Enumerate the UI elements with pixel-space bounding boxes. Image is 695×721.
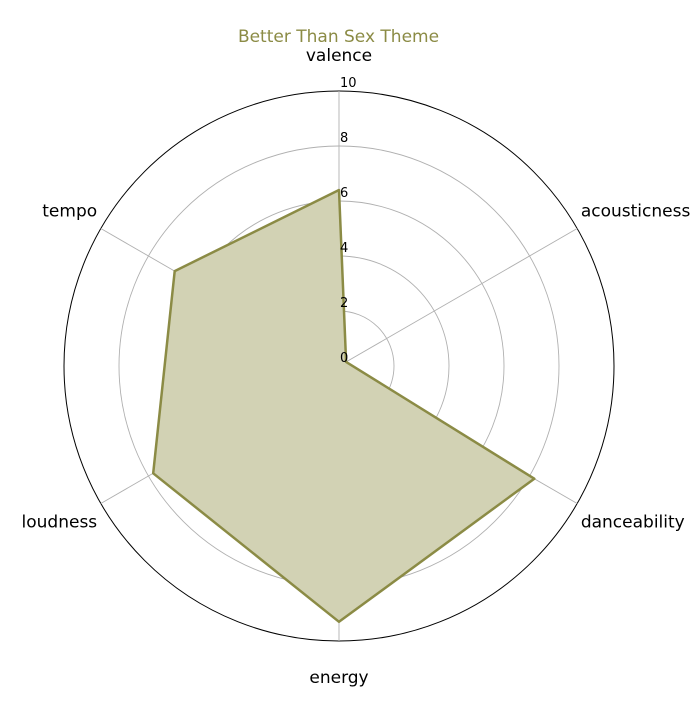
axis-label-valence: valence: [306, 46, 372, 66]
axis-label-loudness: loudness: [22, 513, 98, 533]
r-tick-label: 10: [340, 76, 357, 91]
r-tick-label: 6: [340, 186, 348, 201]
radial-tick-labels: 0 2 4 6 8 10: [340, 76, 357, 366]
r-tick-label: 0: [340, 351, 348, 366]
chart-title: Better Than Sex Theme: [237, 27, 440, 47]
spoke-acousticness: [338, 228, 578, 367]
series-polygon: [151, 188, 536, 624]
r-tick-label: 4: [340, 241, 348, 256]
axis-label-energy: energy: [309, 668, 368, 688]
r-tick-label: 2: [340, 296, 348, 311]
axis-label-tempo: tempo: [42, 202, 97, 222]
axis-labels: valence acousticness danceability energy lou…: [22, 46, 691, 688]
r-tick-label: 8: [340, 131, 348, 146]
axis-label-danceability: danceability: [581, 513, 685, 533]
axis-label-acousticness: acousticness: [581, 202, 691, 222]
series-layer: [151, 188, 536, 624]
